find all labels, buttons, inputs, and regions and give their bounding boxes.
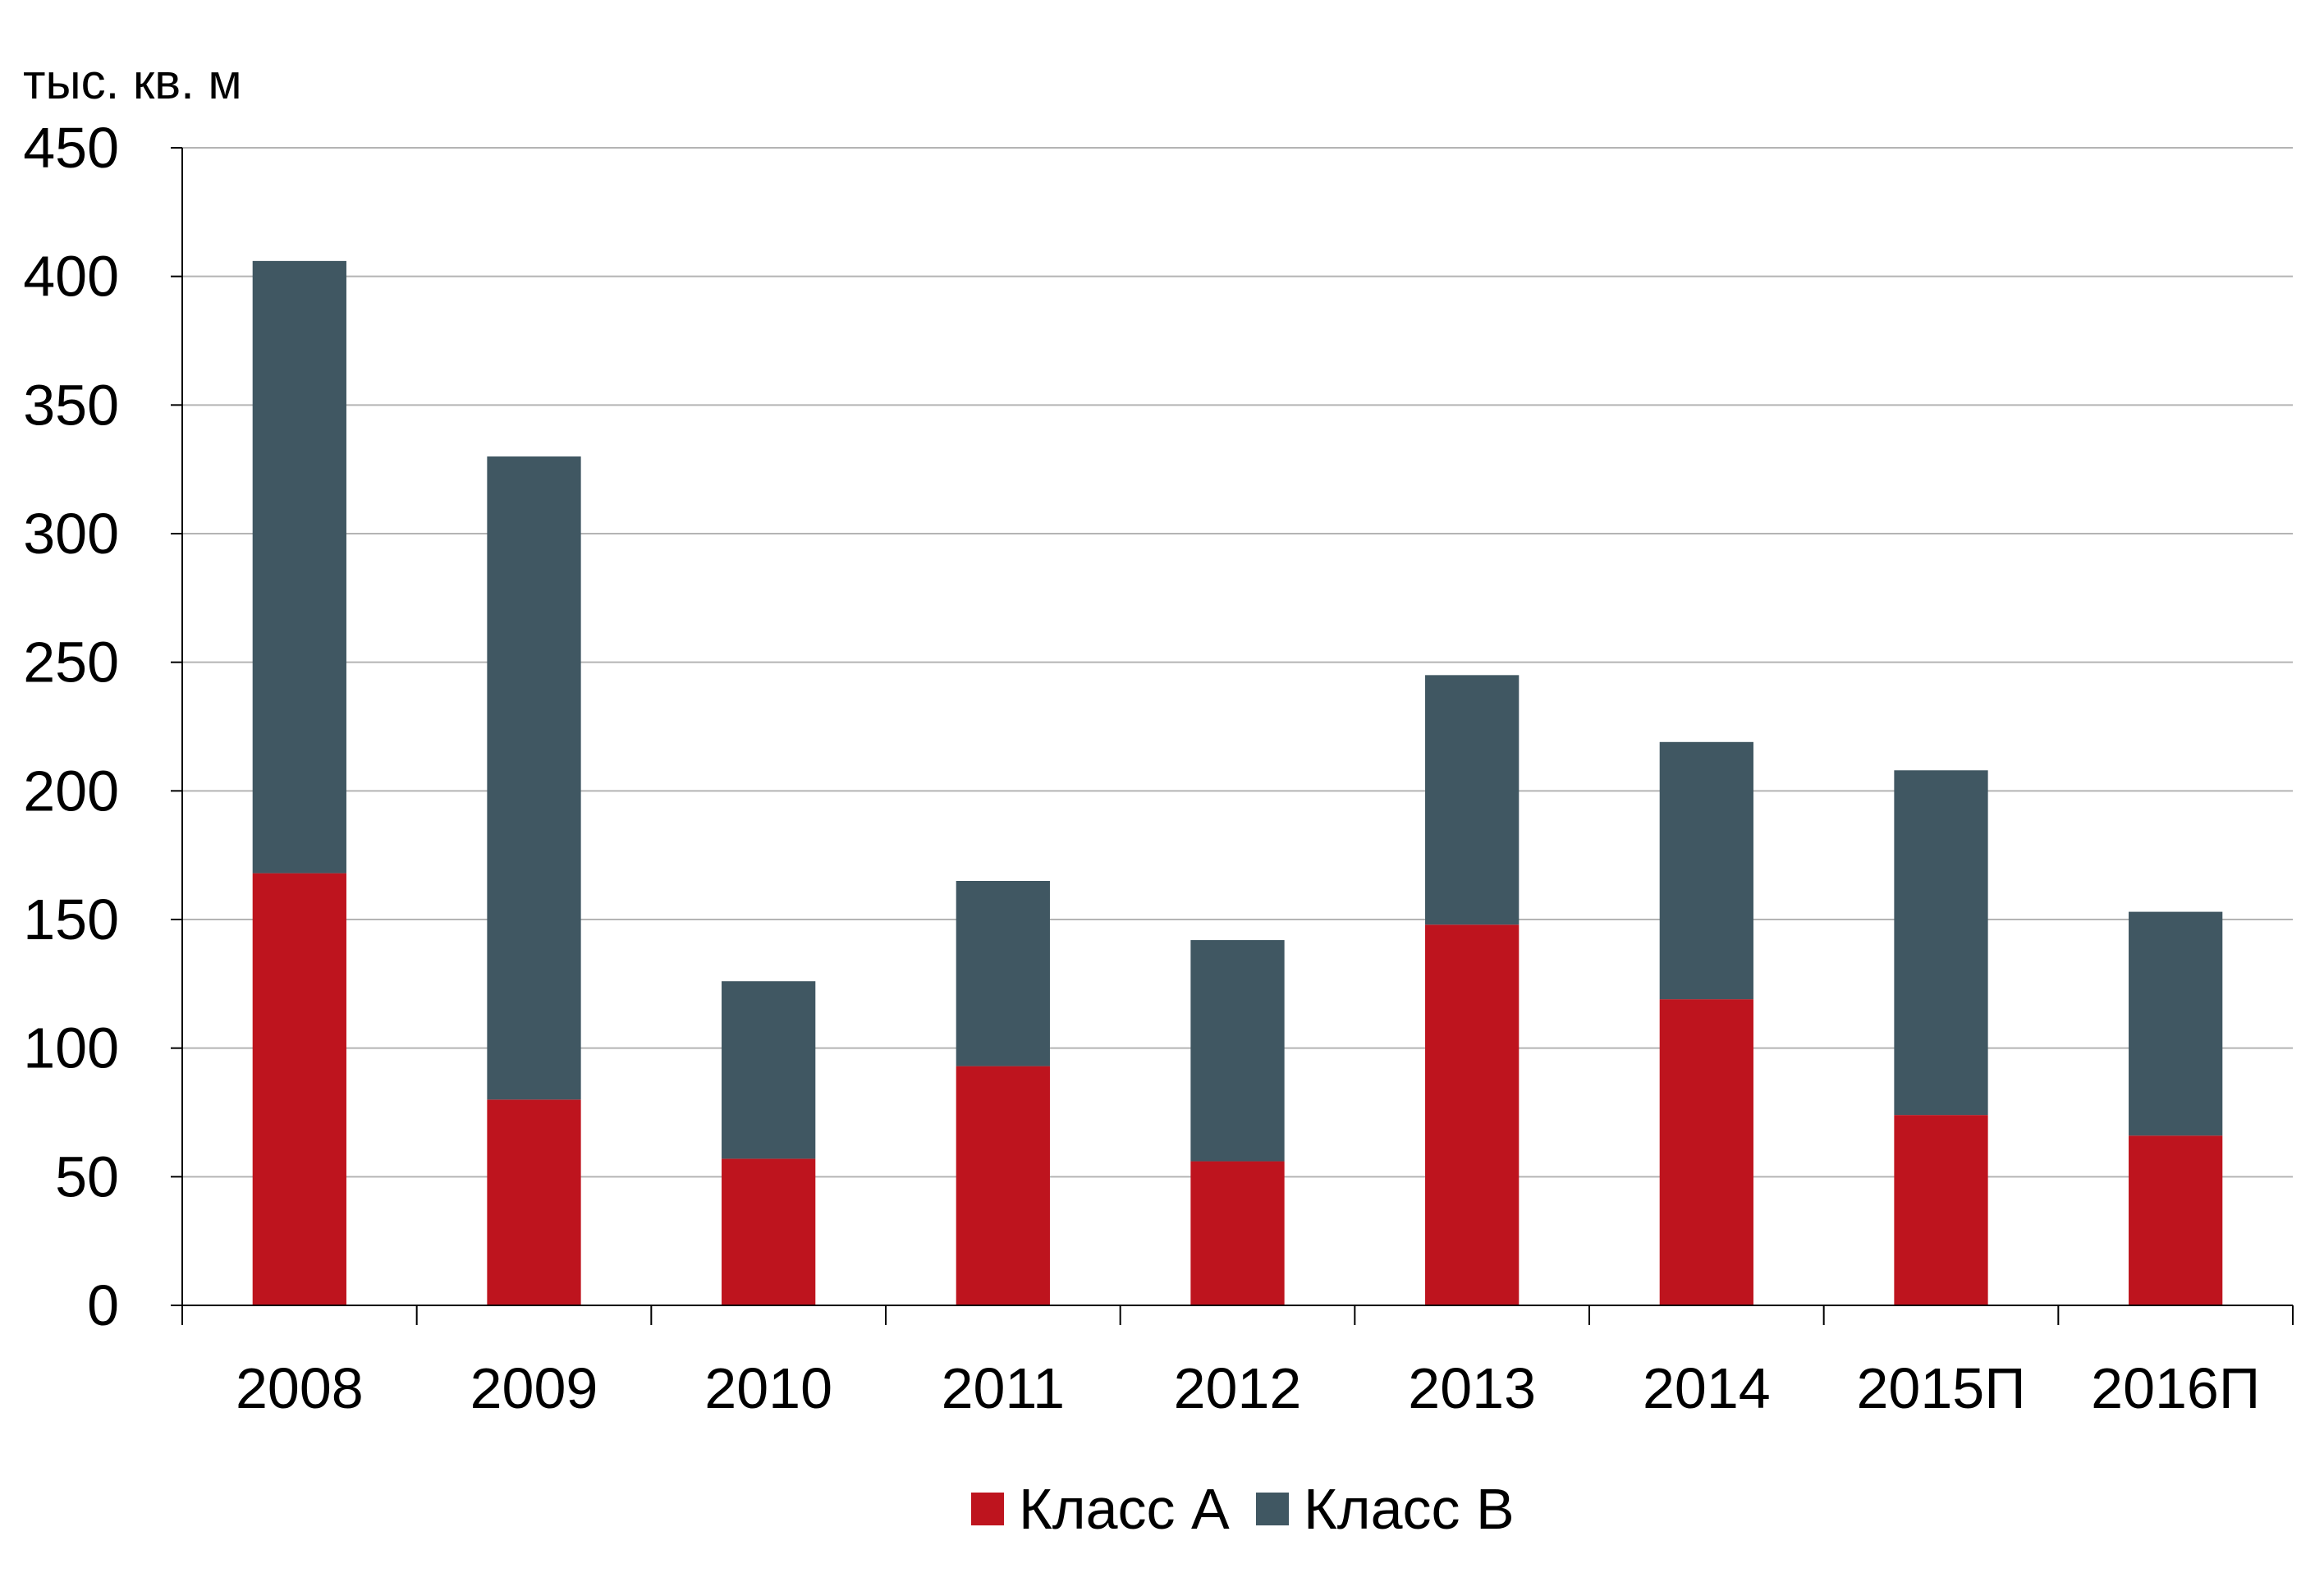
y-tick-label: 300	[23, 502, 119, 566]
y-tick-label: 250	[23, 631, 119, 695]
bar-class-b	[722, 981, 816, 1159]
y-tick-label: 350	[23, 373, 119, 437]
y-unit-label: тыс. кв. м	[23, 54, 242, 109]
x-tick-label: 2009	[470, 1356, 598, 1420]
bar-class-b	[2129, 911, 2223, 1136]
bar-class-b	[1894, 770, 1988, 1116]
legend-label: Класс B	[1304, 1477, 1515, 1541]
x-tick-label: 2014	[1643, 1356, 1771, 1420]
y-tick-labels: 0 50 100 150 200 250 300 350 400 450	[23, 116, 119, 1337]
bar-class-b	[1425, 675, 1520, 925]
legend-swatch	[1256, 1493, 1289, 1525]
x-tick-label: 2013	[1408, 1356, 1536, 1420]
bar-class-a	[1894, 1115, 1988, 1305]
x-tick-label: 2011	[942, 1356, 1066, 1420]
bar-class-a	[2129, 1135, 2223, 1305]
bar-class-a	[1190, 1161, 1285, 1305]
x-tick-label: 2016П	[2091, 1356, 2260, 1420]
x-tick-labels: 2008 2009 2010 2011 2012 2013 2014 2015П 2016П	[236, 1356, 2260, 1420]
y-tick-label: 200	[23, 759, 119, 823]
y-tick-label: 0	[87, 1273, 119, 1337]
axes	[171, 147, 2294, 1325]
bar-class-a	[252, 873, 346, 1305]
legend: Класс А Класс B	[971, 1477, 1515, 1541]
y-tick-label: 100	[23, 1016, 119, 1080]
x-tick-label: 2015П	[1856, 1356, 2025, 1420]
bar-class-a	[1659, 999, 1753, 1305]
bar-class-b	[252, 260, 346, 874]
y-tick-label: 150	[23, 887, 119, 952]
y-tick-label: 50	[55, 1144, 119, 1208]
bar-class-b	[1190, 940, 1285, 1162]
x-tick-label: 2012	[1174, 1356, 1302, 1420]
bar-class-a	[1425, 924, 1520, 1305]
legend-swatch	[971, 1493, 1004, 1525]
bar-class-a	[956, 1066, 1050, 1305]
bar-class-a	[722, 1158, 816, 1305]
bars	[252, 260, 2223, 1305]
y-tick-label: 400	[23, 245, 119, 309]
bar-class-a	[487, 1099, 581, 1305]
bar-class-b	[956, 881, 1050, 1066]
x-tick-label: 2008	[236, 1356, 364, 1420]
x-tick-label: 2010	[704, 1356, 832, 1420]
bar-class-b	[1659, 741, 1753, 1000]
y-tick-label: 450	[23, 116, 119, 180]
legend-label: Класс А	[1019, 1477, 1230, 1541]
bar-class-b	[487, 456, 581, 1100]
